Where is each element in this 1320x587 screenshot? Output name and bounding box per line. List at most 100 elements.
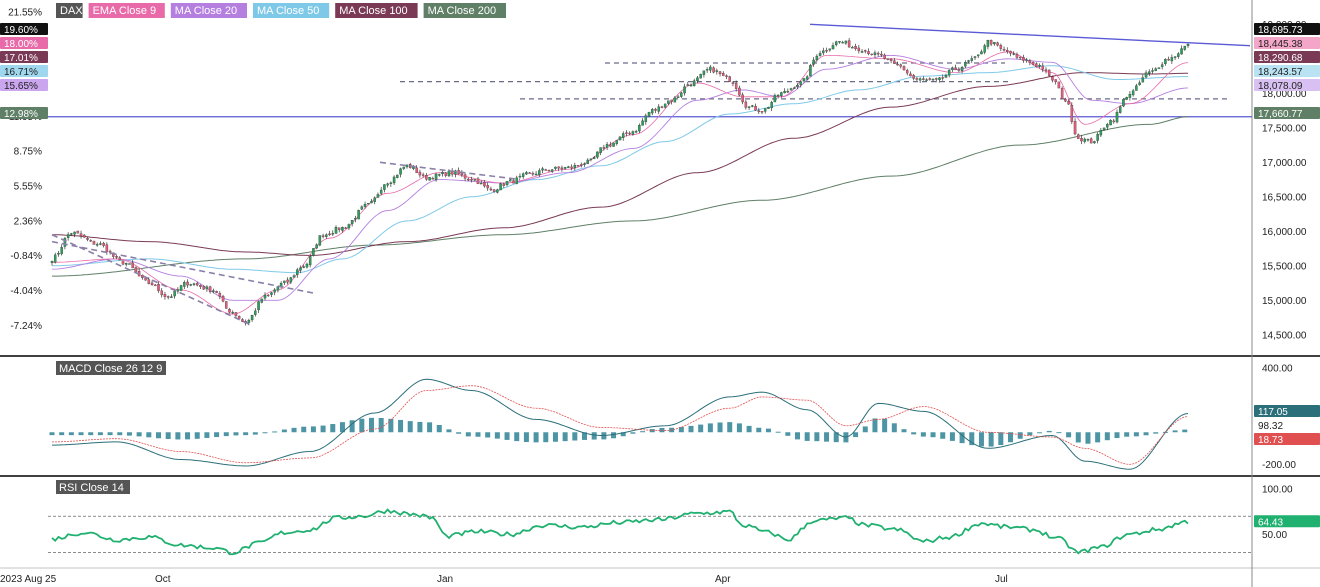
candle xyxy=(273,288,276,296)
candle xyxy=(822,47,825,56)
candle xyxy=(641,118,644,126)
candle-body xyxy=(728,76,731,82)
candle-body xyxy=(231,312,234,314)
candle xyxy=(580,162,583,168)
candle-body xyxy=(776,94,780,97)
candle xyxy=(1128,91,1132,101)
candle-body xyxy=(725,75,728,77)
candle-body xyxy=(60,247,63,255)
candle-body xyxy=(325,234,328,237)
candle xyxy=(1180,45,1183,55)
macd-histogram-bar xyxy=(688,425,694,433)
candle-body xyxy=(415,167,418,174)
percent-value-tag-bg xyxy=(0,65,48,77)
candle xyxy=(1164,58,1167,66)
candle xyxy=(534,171,538,176)
price-tick-label: 15,000.00 xyxy=(1262,296,1307,307)
candle-body xyxy=(389,182,393,185)
candle xyxy=(938,76,941,83)
x-axis-label: 2023 Aug 25 xyxy=(0,574,57,585)
macd-histogram-bar xyxy=(998,432,1004,446)
channel-line-1 xyxy=(51,240,316,295)
candle xyxy=(421,172,425,178)
legend-item: EMA Close 9 xyxy=(88,3,165,18)
candle xyxy=(160,288,163,298)
candle-body xyxy=(812,59,815,65)
candle-body xyxy=(53,254,57,263)
candle xyxy=(215,290,218,294)
candle xyxy=(1077,133,1080,139)
candle xyxy=(121,260,125,266)
candle-body xyxy=(951,67,954,70)
macd-histogram-bar xyxy=(310,426,316,433)
percent-value-tag: 16.71% xyxy=(0,65,48,78)
candle xyxy=(544,168,548,171)
price-value-tag-bg xyxy=(1254,37,1320,49)
candle xyxy=(757,107,761,114)
candle xyxy=(586,158,589,165)
candle-body xyxy=(1118,106,1122,113)
candle xyxy=(254,308,257,317)
candle-body xyxy=(363,204,367,207)
candle-body xyxy=(321,235,325,237)
macd-histogram-bar xyxy=(988,432,994,447)
price-value-tag-bg xyxy=(1254,79,1320,91)
candle-body xyxy=(505,181,509,186)
candle xyxy=(331,230,335,236)
price-value-tag-bg xyxy=(1254,23,1320,35)
candle-body xyxy=(292,275,296,278)
candle xyxy=(741,92,744,105)
macd-histogram-bar xyxy=(456,432,462,434)
candle-body xyxy=(680,92,683,97)
candle-body xyxy=(560,167,564,170)
macd-histogram-bar xyxy=(330,424,336,433)
channel-line-0 xyxy=(51,234,251,326)
candle-body xyxy=(199,285,202,287)
price-value-tag: 18,695.73 xyxy=(1254,23,1320,36)
candle-body xyxy=(757,110,761,112)
candle-body xyxy=(634,131,638,133)
legend-label: EMA Close 9 xyxy=(93,5,157,17)
candle xyxy=(767,106,770,109)
candle-body xyxy=(289,277,293,283)
macd-histogram-bar xyxy=(59,432,65,436)
candle xyxy=(392,175,396,186)
candle xyxy=(931,78,935,82)
macd-histogram-bar xyxy=(504,432,510,440)
candle-body xyxy=(431,178,435,180)
candle-body xyxy=(1125,97,1128,100)
candle xyxy=(1112,118,1116,124)
candle-body xyxy=(709,66,712,71)
candle-body xyxy=(1180,48,1183,55)
candle xyxy=(176,287,180,294)
macd-histogram-bar xyxy=(1124,432,1130,437)
candle-body xyxy=(712,67,715,73)
macd-histogram-bar xyxy=(78,432,84,436)
candle xyxy=(799,80,802,88)
candle xyxy=(124,262,128,267)
candle xyxy=(499,182,502,191)
candle-body xyxy=(296,269,299,275)
candle-body xyxy=(1060,88,1064,99)
candle-body xyxy=(660,106,664,108)
candle xyxy=(541,166,544,174)
candle-body xyxy=(550,169,554,172)
candle xyxy=(705,67,709,73)
percent-value-tag-bg xyxy=(0,107,48,119)
price-value-tag: 18,445.38 xyxy=(1254,37,1320,50)
rsi-value-tag: 64.43 xyxy=(1254,515,1320,528)
price-tick-label: 14,500.00 xyxy=(1262,330,1307,341)
candle-body xyxy=(531,173,535,175)
candle xyxy=(880,51,883,57)
candle xyxy=(876,51,880,57)
candle xyxy=(192,282,196,287)
candle-body xyxy=(1157,67,1161,69)
candle xyxy=(283,280,286,285)
candle xyxy=(150,280,154,286)
candle-body xyxy=(993,42,996,45)
ma50-line xyxy=(52,65,1188,274)
macd-histogram-bar xyxy=(136,432,142,437)
candle xyxy=(479,180,483,185)
candle-body xyxy=(828,48,832,51)
candle xyxy=(1167,56,1170,61)
